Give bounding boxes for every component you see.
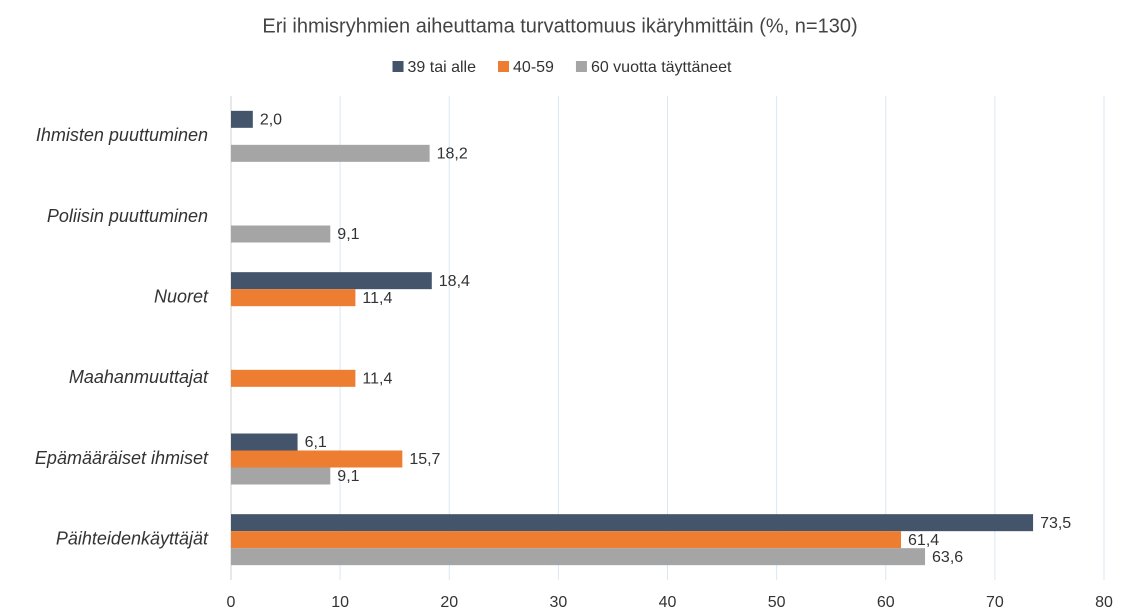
data-label: 9,1 <box>337 226 359 243</box>
bar <box>231 369 356 387</box>
bar <box>231 531 902 549</box>
legend-label: 39 tai alle <box>408 59 477 76</box>
data-label: 73,5 <box>1040 515 1071 532</box>
data-label: 63,6 <box>932 549 963 566</box>
y-tick-label: Epämääräiset ihmiset <box>35 448 209 468</box>
x-tick-label: 20 <box>440 594 458 610</box>
x-tick-label: 80 <box>1095 594 1113 610</box>
bar <box>231 548 926 566</box>
data-label: 11,4 <box>362 371 392 388</box>
data-label: 18,4 <box>439 273 470 290</box>
legend-label: 60 vuotta täyttäneet <box>591 59 732 76</box>
bar <box>231 110 253 128</box>
y-tick-label: Ihmisten puuttuminen <box>36 125 208 145</box>
legend-swatch <box>392 61 404 72</box>
y-tick-label: Päihteidenkäyttäjät <box>56 528 209 548</box>
bar <box>231 272 432 290</box>
bar <box>231 225 331 243</box>
y-tick-label: Nuoret <box>154 286 209 306</box>
bar <box>231 289 356 307</box>
legend-label: 40-59 <box>513 59 554 76</box>
bar <box>231 433 298 451</box>
legend-swatch <box>575 61 587 72</box>
y-tick-label: Maahanmuuttajat <box>69 367 209 387</box>
data-label: 2,0 <box>260 112 282 129</box>
data-label: 6,1 <box>305 434 327 451</box>
data-label: 61,4 <box>908 532 939 549</box>
y-tick-label: Poliisin puuttuminen <box>47 206 208 226</box>
legend-swatch <box>498 61 510 72</box>
x-tick-label: 0 <box>227 594 236 610</box>
x-tick-label: 30 <box>549 594 567 610</box>
bar <box>231 514 1034 532</box>
data-label: 9,1 <box>337 468 359 485</box>
x-tick-label: 10 <box>331 594 349 610</box>
x-tick-label: 70 <box>986 594 1004 610</box>
chart-title: Eri ihmisryhmien aiheuttama turvattomuus… <box>262 15 857 37</box>
data-label: 15,7 <box>409 451 440 468</box>
bar <box>231 450 403 468</box>
bar <box>231 467 331 485</box>
x-tick-label: 40 <box>659 594 677 610</box>
data-label: 11,4 <box>362 290 392 307</box>
data-label: 18,2 <box>437 146 468 163</box>
bar <box>231 144 430 162</box>
x-tick-label: 60 <box>877 594 895 610</box>
x-tick-label: 50 <box>768 594 786 610</box>
